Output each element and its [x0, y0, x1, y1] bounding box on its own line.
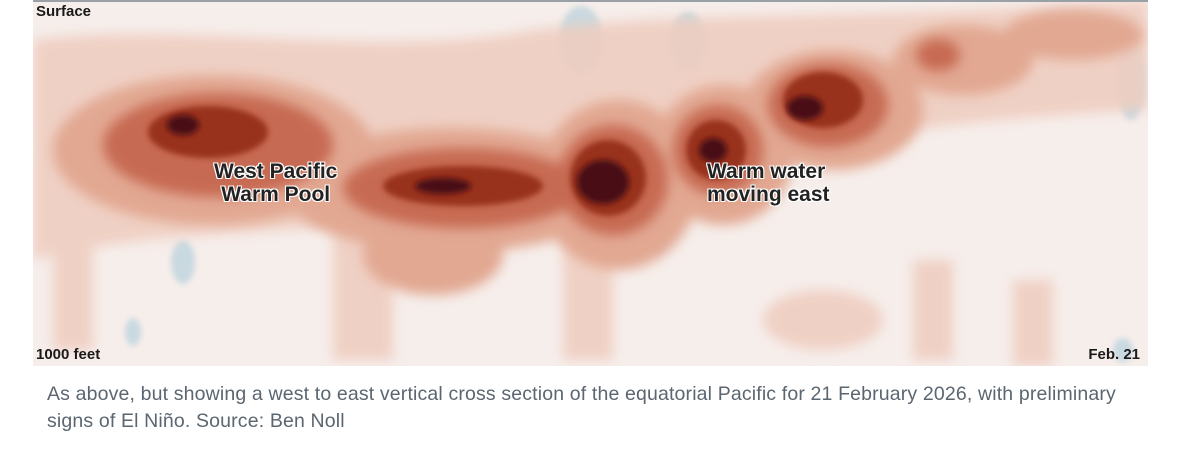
callout-line: Warm Pool — [221, 183, 331, 206]
callout-line: Warm water — [707, 160, 826, 183]
callout-line: moving east — [707, 183, 830, 206]
callout-warm-water-moving-east: Warm water moving east — [707, 160, 830, 206]
depth-label-surface: Surface — [36, 3, 92, 20]
temperature-anomaly-map — [33, 0, 1148, 366]
depth-label-bottom: 1000 feet — [36, 346, 101, 363]
callout-line: West Pacific — [214, 160, 338, 183]
date-label: Feb. 21 — [1088, 346, 1140, 363]
warm-core-anomalies — [167, 96, 823, 204]
figure-caption: As above, but showing a west to east ver… — [47, 383, 1116, 432]
top-border — [33, 0, 1148, 2]
ocean-cross-section-figure: Surface 1000 feet Feb. 21 West Pacific W… — [33, 0, 1148, 366]
callout-west-pacific-warm-pool: West Pacific Warm Pool — [214, 160, 337, 206]
